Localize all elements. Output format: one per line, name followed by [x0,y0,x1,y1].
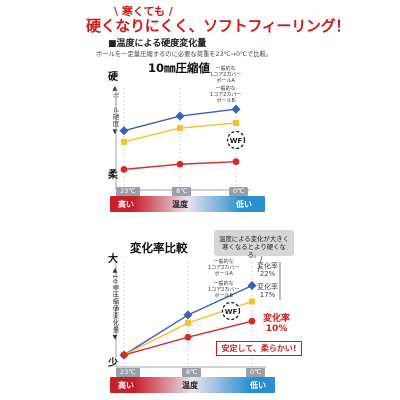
chart2-product-logo-text: WF [225,308,238,316]
chart1-point-product-0 [120,166,128,173]
chart2-temp-mid-label: 温度 [182,381,198,390]
chart2-point-product-2 [248,317,256,325]
section-title: ■温度による硬度変化量 [108,39,207,49]
tagline-text: 寒くても [121,5,165,18]
chart2-plot: WF [115,255,281,368]
chart2-temperature-bar [110,377,275,393]
chart1-plot: WF [115,88,250,191]
headline: 硬くなりにくく、ソフトフィーリング！ [86,17,351,35]
chart1-tick-0: 0℃ [229,187,249,196]
chart1-temp-low-label: 低い [236,200,252,209]
chart1-title: 10㎜圧縮値 [148,61,211,75]
chart1-series-a-label: 一般的な 1コア2カバー ボールA [210,66,242,84]
chart2-tick-23: 23℃ [116,368,140,377]
chart2-product-logo-ring [221,301,241,321]
chart2-bottom-label: 少 [108,358,118,369]
chart2-axis-text: ▲10㎜圧縮値変化量▼ [111,266,119,342]
chart2-rate-b: 変化率 17% [257,283,278,299]
chart2-temp-low-label: 低い [250,381,266,390]
chart1-axis-text: ▲ボール硬度▼ [111,84,119,136]
tagline: \ 寒くても / [114,3,173,19]
chart2-series-a-label: 一般的な 1コア2カバー ボールA [208,259,240,277]
chart1-series-b-label: 一般的な 1コア2カバー ボールB [210,86,242,104]
chart2-rate-product: 変化率 10% [263,314,291,334]
section-note: ボールを一定量圧縮するのに必要な荷重を23℃→0℃で比較。 [96,51,273,58]
chart1-point-a-0 [119,126,129,136]
chart1-tick-8: 8℃ [172,187,192,196]
chart1-point-product-1 [176,160,184,168]
chart2-top-label: 大 [108,254,118,265]
chart1-product-logo-text: WF [230,137,243,145]
chart1-top-label: 硬 [108,72,118,83]
chart1-point-b-1 [177,125,183,132]
chart2-tick-8: 8℃ [182,368,202,377]
chart2-point-a-2 [247,281,257,291]
chart1-point-a-2 [231,104,241,114]
chart1-temp-high-label: 高い [118,200,134,209]
chart1-point-product-2 [232,158,240,166]
chart2-point-b-2 [249,298,255,305]
tagline-slash-right: / [164,5,173,18]
chart2-rate-a: 変化率 22% [257,262,278,278]
callout-text: 温度による変化が大きく 寒くなるとより硬くなる。 [218,235,290,259]
chart1-temperature-bar [110,196,265,212]
tagline-slash-left: \ [114,5,122,18]
chart1-tick-23: 23℃ [116,187,140,196]
chart2-title: 変化率比較 [130,241,188,255]
callout-pointer [257,255,263,273]
chart2-point-b-1 [185,319,191,326]
product-message-box: 安定して、柔らかい! [216,341,302,356]
callout-box: 温度による変化が大きく 寒くなるとより硬くなる。 [214,230,294,259]
chart1-bottom-label: 柔 [108,170,118,181]
chart2-point-product-1 [184,333,192,341]
chart2-tick-0: 0℃ [246,368,266,377]
chart1-temp-mid-label: 温度 [172,200,188,209]
chart1-point-b-0 [121,138,127,145]
chart2-temp-high-label: 高い [118,381,134,390]
chart2-point-product-0 [120,351,128,359]
chart2-point-a-1 [183,310,193,320]
chart1-point-a-1 [175,111,185,121]
chart1-product-logo-ring [226,130,246,150]
chart1-point-b-2 [233,119,239,126]
chart2-series-b-label: 一般的な 1コア2カバー ボールB [208,281,240,299]
